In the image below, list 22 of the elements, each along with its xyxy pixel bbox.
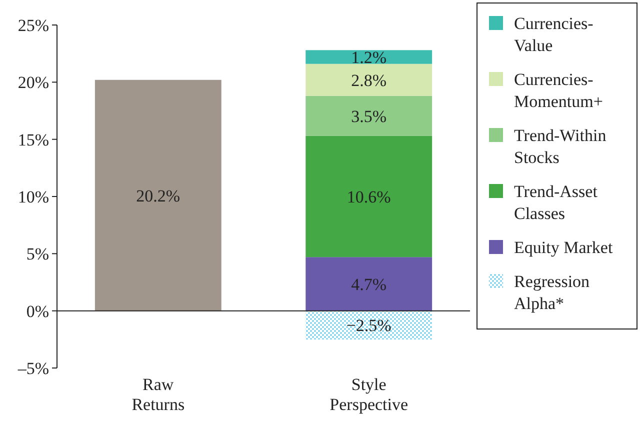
y-tick-label: 0% (26, 302, 49, 321)
y-tick-label: –5% (16, 358, 49, 378)
x-tick-label: Style Perspective (330, 375, 408, 414)
y-tick-label: 25% (18, 16, 49, 35)
data-label: −2.5% (346, 316, 392, 336)
y-tick-label: 10% (18, 187, 49, 206)
data-label: 2.8% (351, 70, 387, 90)
legend-label: Currencies-Value (514, 14, 594, 55)
legend-label: Regression Alpha* (514, 272, 590, 313)
y-tick-label: 5% (26, 244, 49, 264)
legend-label: Trend-Asset Classes (514, 182, 598, 223)
legend-label: Equity Market (514, 238, 613, 257)
y-tick-label: 20% (18, 73, 49, 92)
legend-label: Trend-Within Stocks (514, 126, 607, 167)
legend-label: Currencies-Momentum+ (514, 70, 603, 111)
y-tick-label: 15% (18, 130, 49, 150)
data-label: 10.6% (346, 187, 391, 206)
data-label: 4.7% (351, 274, 387, 294)
data-label: 1.2% (351, 48, 387, 67)
x-tick-label: Raw Returns (132, 375, 185, 414)
data-label: 3.5% (351, 106, 387, 126)
data-label: 20.2% (136, 186, 180, 206)
